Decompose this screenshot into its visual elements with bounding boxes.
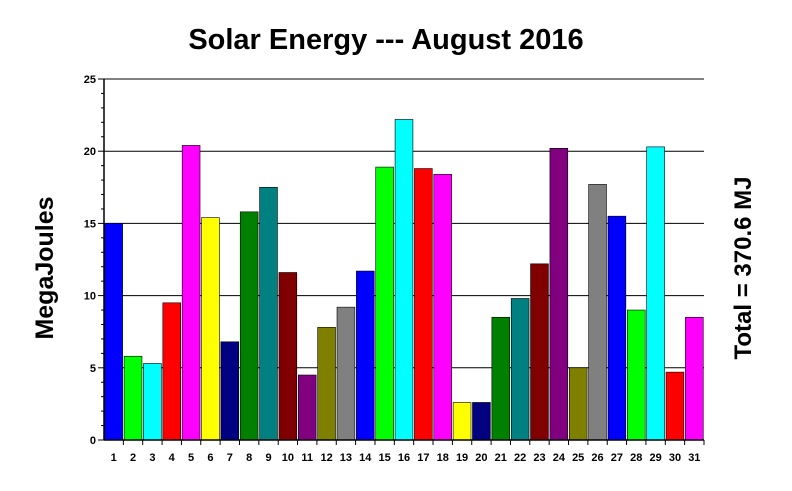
bar-day-9 [259,187,278,441]
bars [104,119,704,441]
bar-day-25 [568,367,588,441]
bar-day-12 [317,327,336,441]
x-tick-label: 20 [475,452,487,464]
y-tick-label: 20 [84,146,96,158]
x-tick-label: 7 [227,452,233,464]
bar-day-6 [201,217,220,441]
bar-day-2 [123,355,143,441]
bar-day-8 [239,211,259,441]
bar-day-26 [588,184,607,441]
x-tick-label: 21 [495,452,507,464]
x-tick-label: 4 [169,452,176,464]
x-tick-label: 1 [111,452,117,464]
axes [98,78,705,445]
bar-day-23 [530,263,549,441]
y-tick-labels: 0 5 10 15 20 25 [84,74,96,447]
total-annotation: Total = 370.6 MJ [730,177,757,360]
bar-day-11 [297,374,317,441]
bar-day-30 [665,371,685,441]
x-tick-label: 29 [649,452,661,464]
x-tick-label: 18 [437,452,449,464]
x-tick-label: 8 [246,452,252,464]
x-tick-label: 30 [669,452,681,464]
x-tick-label: 16 [398,452,410,464]
bar-day-17 [414,168,433,441]
bar-day-29 [646,146,665,441]
bar-day-31 [685,316,704,441]
y-tick-label: 15 [84,218,96,230]
bar-day-28 [627,309,646,441]
x-tick-label: 11 [301,452,313,464]
x-tick-label: 9 [265,452,271,464]
bar-day-21 [491,316,511,441]
x-tick-label: 12 [320,452,332,464]
bar-day-24 [549,148,569,441]
x-tick-label: 26 [591,452,603,464]
bar-day-19 [452,402,472,441]
x-tick-label: 23 [533,452,545,464]
bar-day-22 [510,298,530,441]
x-tick-label: 15 [379,452,391,464]
y-axis-label: MegaJoules [31,196,59,339]
x-tick-label: 3 [149,452,155,464]
bar-day-16 [394,119,414,441]
x-tick-label: 27 [611,452,623,464]
bar-day-1 [104,223,123,441]
x-tick-label: 22 [514,452,526,464]
x-tick-label: 25 [572,452,584,464]
bar-day-4 [162,302,181,441]
x-tick-label: 19 [456,452,468,464]
x-tick-label: 2 [130,452,136,464]
chart-title: Solar Energy --- August 2016 [188,24,583,56]
bar-day-5 [181,145,201,441]
bar-day-10 [278,272,298,441]
bar-day-7 [220,341,240,441]
bar-day-15 [375,166,394,441]
bar-day-3 [143,363,162,441]
y-tick-label: 5 [90,363,96,375]
x-tick-label: 13 [340,452,352,464]
x-tick-label: 28 [630,452,642,464]
bar-day-14 [356,270,375,441]
bar-day-20 [472,402,491,441]
x-tick-label: 6 [207,452,213,464]
y-tick-label: 10 [84,291,96,303]
x-tick-label: 10 [282,452,294,464]
y-tick-label: 25 [84,74,96,86]
x-tick-label: 24 [553,452,566,464]
bar-day-27 [607,215,627,441]
y-tick-label: 0 [90,435,96,447]
x-tick-label: 31 [688,452,700,464]
x-tick-label: 17 [417,452,429,464]
bar-day-18 [433,174,452,441]
x-tick-label: 5 [188,452,194,464]
x-tick-label: 14 [359,452,372,464]
x-tick-labels: 1 2 3 4 5 6 7 8 9 10 11 12 13 14 15 16 17 18 19 20 21 22 23 24 2… [111,452,701,464]
bar-day-13 [336,306,356,441]
